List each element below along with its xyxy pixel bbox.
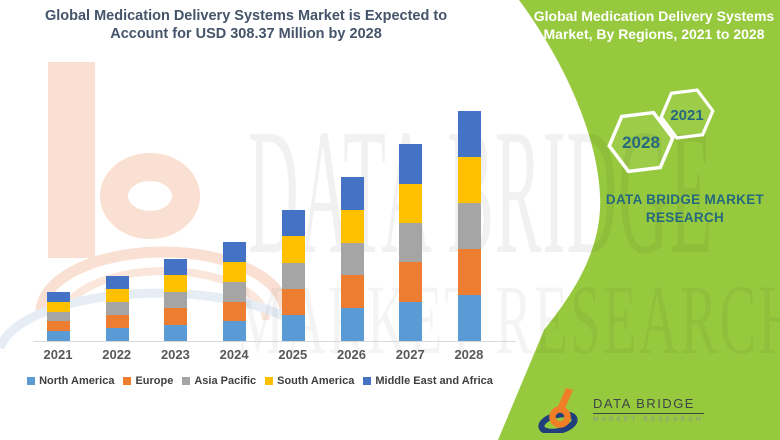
bar-segment-middle-east-and-africa-2027: [399, 144, 423, 184]
bar-segment-north-america-2024: [223, 321, 247, 341]
bar-segment-europe-2028: [457, 249, 481, 295]
brand-text-line1: DATA BRIDGE MARKET: [605, 192, 765, 207]
legend-label: Middle East and Africa: [375, 375, 493, 387]
x-axis-line: [33, 341, 516, 342]
bar-stack-2023: [164, 259, 188, 341]
bar-stack-2021: [47, 292, 70, 341]
dbmr-logo-text: DATA BRIDGE MARKET RESEARCH: [593, 396, 704, 423]
dbmr-logo-name: DATA BRIDGE: [593, 396, 704, 414]
x-tick-2028: 2028: [454, 347, 484, 362]
bar-stack-2027: [399, 144, 423, 341]
bar-segment-south-america-2027: [399, 183, 423, 223]
bar-segment-europe-2026: [340, 275, 364, 309]
bar-segment-middle-east-and-africa-2028: [457, 111, 481, 157]
bar-segment-europe-2024: [223, 301, 247, 322]
bar-segment-south-america-2021: [47, 301, 70, 312]
bar-segment-asia-pacific-2028: [457, 203, 481, 249]
x-tick-2024: 2024: [219, 347, 249, 362]
legend-swatch-south-america: [265, 377, 274, 385]
x-tick-2025: 2025: [278, 347, 308, 362]
chart-legend: North America Europe Asia Pacific South Ame…: [25, 375, 495, 387]
bar-stack-2025: [281, 210, 305, 341]
x-tick-2027: 2027: [395, 347, 425, 362]
chart-headline-line1: Global Medication Delivery Systems Marke…: [44, 8, 448, 24]
bar-segment-middle-east-and-africa-2026: [340, 177, 364, 210]
bar-segment-asia-pacific-2023: [164, 291, 188, 309]
x-axis-labels: 2021 2022 2023 2024 2025 2026 2027 2028: [38, 347, 489, 362]
x-tick-2026: 2026: [337, 347, 366, 362]
side-panel-heading-line1: Global Medication Delivery Systems: [533, 8, 775, 24]
bar-segment-north-america-2022: [105, 328, 129, 341]
legend-swatch-europe: [123, 377, 132, 385]
bar-segment-south-america-2028: [457, 157, 481, 203]
bar-segment-europe-2027: [399, 262, 423, 302]
x-tick-2021: 2021: [43, 347, 73, 362]
bar-segment-north-america-2028: [457, 295, 481, 341]
bar-segment-europe-2022: [105, 315, 129, 329]
bar-segment-north-america-2021: [47, 331, 70, 341]
legend-item-asia-pacific: Asia Pacific: [182, 375, 256, 387]
bar-segment-asia-pacific-2025: [281, 262, 305, 289]
bar-segment-middle-east-and-africa-2025: [281, 210, 305, 237]
x-tick-2022: 2022: [102, 347, 132, 362]
dbmr-logo-tagline: MARKET RESEARCH: [593, 416, 704, 423]
bar-segment-asia-pacific-2024: [223, 281, 247, 302]
bar-stack-2028: [457, 111, 481, 341]
legend-item-europe: Europe: [123, 375, 173, 387]
legend-label: Asia Pacific: [194, 375, 257, 387]
bar-segment-south-america-2024: [223, 262, 247, 282]
legend-swatch-asia-pacific: [182, 377, 191, 385]
dbmr-logo-watermark: [0, 62, 303, 350]
bar-segment-north-america-2023: [164, 324, 188, 341]
bar-segment-asia-pacific-2026: [340, 242, 364, 276]
bar-segment-north-america-2027: [399, 301, 423, 341]
side-panel-heading: Global Medication Delivery Systems Marke…: [524, 7, 780, 43]
bar-segment-south-america-2022: [105, 289, 129, 303]
legend-item-south-america: South America: [265, 375, 354, 387]
bar-segment-middle-east-and-africa-2021: [47, 292, 70, 302]
bar-segment-asia-pacific-2027: [399, 222, 423, 263]
chart-headline: Global Medication Delivery Systems Marke…: [13, 8, 479, 43]
bar-segment-asia-pacific-2022: [105, 302, 129, 316]
bar-segment-north-america-2025: [281, 314, 305, 341]
bar-stack-2024: [223, 242, 247, 341]
legend-label: South America: [277, 375, 355, 387]
bar-stack-2026: [340, 177, 364, 341]
dbmr-logo: DATA BRIDGE MARKET RESEARCH: [536, 386, 704, 433]
dbmr-b-icon: [538, 388, 578, 433]
brand-text-line2: RESEARCH: [645, 210, 725, 225]
bar-stack-2022: [105, 276, 129, 341]
brand-text: DATA BRIDGE MARKET RESEARCH: [575, 191, 780, 227]
bar-segment-europe-2021: [47, 321, 70, 332]
bar-segment-middle-east-and-africa-2024: [223, 242, 247, 262]
x-tick-2023: 2023: [160, 347, 190, 362]
bar-segment-south-america-2023: [164, 275, 188, 292]
legend-label: Europe: [135, 375, 174, 387]
bar-segment-europe-2025: [281, 288, 305, 315]
bar-segment-middle-east-and-africa-2023: [164, 259, 188, 276]
legend-item-north-america: North America: [27, 375, 114, 387]
bar-segment-north-america-2026: [340, 308, 364, 341]
legend-swatch-north-america: [27, 377, 36, 385]
chart-headline-line2: Account for USD 308.37 Million by 2028: [110, 25, 382, 42]
legend-label: North America: [39, 375, 115, 387]
bar-segment-europe-2023: [164, 308, 188, 325]
legend-swatch-middle-east-and-africa: [363, 377, 372, 385]
bar-segment-asia-pacific-2021: [47, 311, 70, 322]
side-panel-heading-line2: Market, By Regions, 2021 to 2028: [543, 26, 765, 42]
bar-segment-middle-east-and-africa-2022: [105, 276, 129, 290]
bar-segment-south-america-2026: [340, 209, 364, 243]
bar-segment-south-america-2025: [281, 236, 305, 263]
stacked-bar-plot: [47, 106, 481, 341]
legend-item-middle-east-and-africa: Middle East and Africa: [363, 375, 493, 387]
